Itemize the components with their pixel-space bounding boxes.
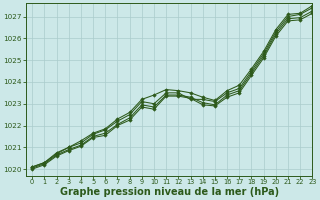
X-axis label: Graphe pression niveau de la mer (hPa): Graphe pression niveau de la mer (hPa): [60, 187, 279, 197]
